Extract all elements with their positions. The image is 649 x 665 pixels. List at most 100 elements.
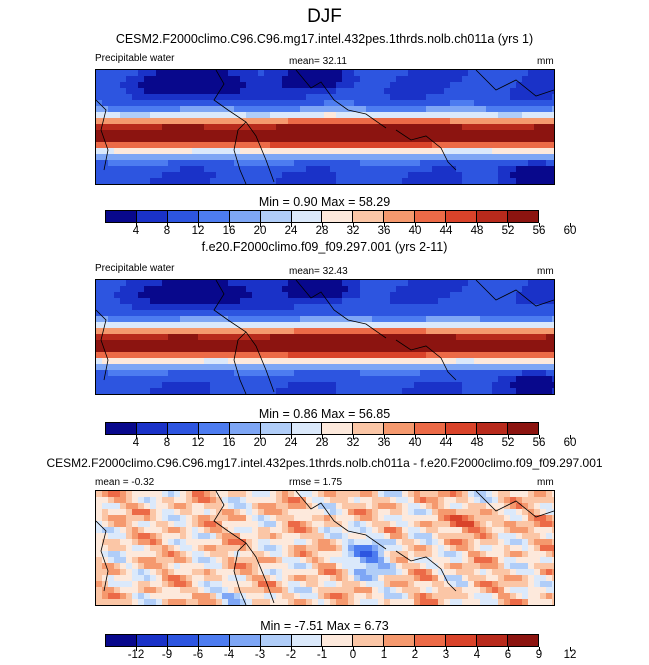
heatmap-cell [432,280,439,287]
heatmap-cell [492,154,499,161]
heatmap-cell [222,286,229,293]
heatmap-cell [372,334,379,341]
heatmap-cell [138,172,145,179]
heatmap-cell [300,563,307,570]
heatmap-cell [114,346,121,353]
heatmap-cell [144,70,151,77]
heatmap-cell [414,70,421,77]
heatmap-cell [462,130,469,137]
heatmap-cell [186,166,193,173]
heatmap-cell [396,388,403,394]
heatmap-cell [228,533,235,540]
heatmap-cell [120,298,127,305]
heatmap-cell [372,304,379,311]
heatmap-cell [498,94,505,101]
heatmap-cell [468,352,475,359]
heatmap-cell [108,563,115,570]
heatmap-cell [114,172,121,179]
heatmap-cell [462,346,469,353]
heatmap-cell [378,286,385,293]
heatmap-cell [150,106,157,113]
heatmap-cell [114,569,121,576]
heatmap-cell [348,539,355,546]
heatmap-cell [468,304,475,311]
heatmap-cell [546,94,553,101]
heatmap-cell [510,509,517,516]
heatmap-cell [492,557,499,564]
heatmap-cell [378,515,385,522]
heatmap-cell [126,172,133,179]
heatmap-cell [222,551,229,558]
heatmap-cell [168,503,175,510]
heatmap-cell [486,154,493,161]
heatmap-cell [528,497,535,504]
heatmap-cell [306,358,313,365]
heatmap-cell [432,376,439,383]
heatmap-cell [120,364,127,371]
heatmap-cell [252,497,259,504]
heatmap-cell [546,376,553,383]
heatmap-cell [522,515,529,522]
heatmap-cell [348,515,355,522]
heatmap-cell [324,178,331,184]
heatmap-cell [150,292,157,299]
heatmap-cell [432,503,439,510]
heatmap-cell [222,527,229,534]
heatmap-cell [396,100,403,107]
heatmap-cell [324,106,331,113]
heatmap-cell [114,82,121,89]
heatmap-cell [324,148,331,155]
heatmap-cell [420,100,427,107]
heatmap-cell [468,509,475,516]
heatmap-cell [120,340,127,347]
heatmap-cell [450,328,457,335]
heatmap-cell [282,533,289,540]
heatmap-cell [198,316,205,323]
heatmap-cell [402,124,409,131]
heatmap-cell [186,593,193,600]
heatmap-cell [390,539,397,546]
heatmap-cell [540,352,547,359]
heatmap-cell [210,94,217,101]
heatmap-cell [336,106,343,113]
heatmap-cell [264,106,271,113]
heatmap-cell [336,545,343,552]
heatmap-cell [330,557,337,564]
heatmap-cell [156,130,163,137]
heatmap-cell [138,352,145,359]
heatmap-cell [342,575,349,582]
heatmap-cell [336,172,343,179]
heatmap-cell [540,82,547,89]
heatmap-cell [522,82,529,89]
heatmap-cell [480,118,487,125]
heatmap-cell [414,106,421,113]
heatmap-cell [516,340,523,347]
colorbar-tick-label: 9 [535,649,543,661]
heatmap-cell [384,358,391,365]
heatmap-cell [552,76,554,83]
heatmap-cell [408,112,415,119]
heatmap-cell [504,382,511,389]
heatmap-cell [360,178,367,184]
heatmap-cell [534,124,541,131]
heatmap-cell [180,545,187,552]
heatmap-cell [372,521,379,528]
heatmap-cell [486,503,493,510]
heatmap-cell [264,497,271,504]
heatmap-cell [294,178,301,184]
heatmap-cell [186,599,193,605]
heatmap-cell [240,503,247,510]
heatmap-cell [498,551,505,558]
heatmap-cell [138,491,145,498]
heatmap-cell [378,587,385,594]
heatmap-cell [528,491,535,498]
heatmap-cell [438,112,445,119]
heatmap-cell [228,160,235,167]
heatmap-cell [336,599,343,605]
heatmap-cell [426,533,433,540]
heatmap-cell [168,82,175,89]
heatmap-cell [264,599,271,605]
heatmap-cell [222,382,229,389]
heatmap-cell [330,166,337,173]
heatmap-cell [408,136,415,143]
